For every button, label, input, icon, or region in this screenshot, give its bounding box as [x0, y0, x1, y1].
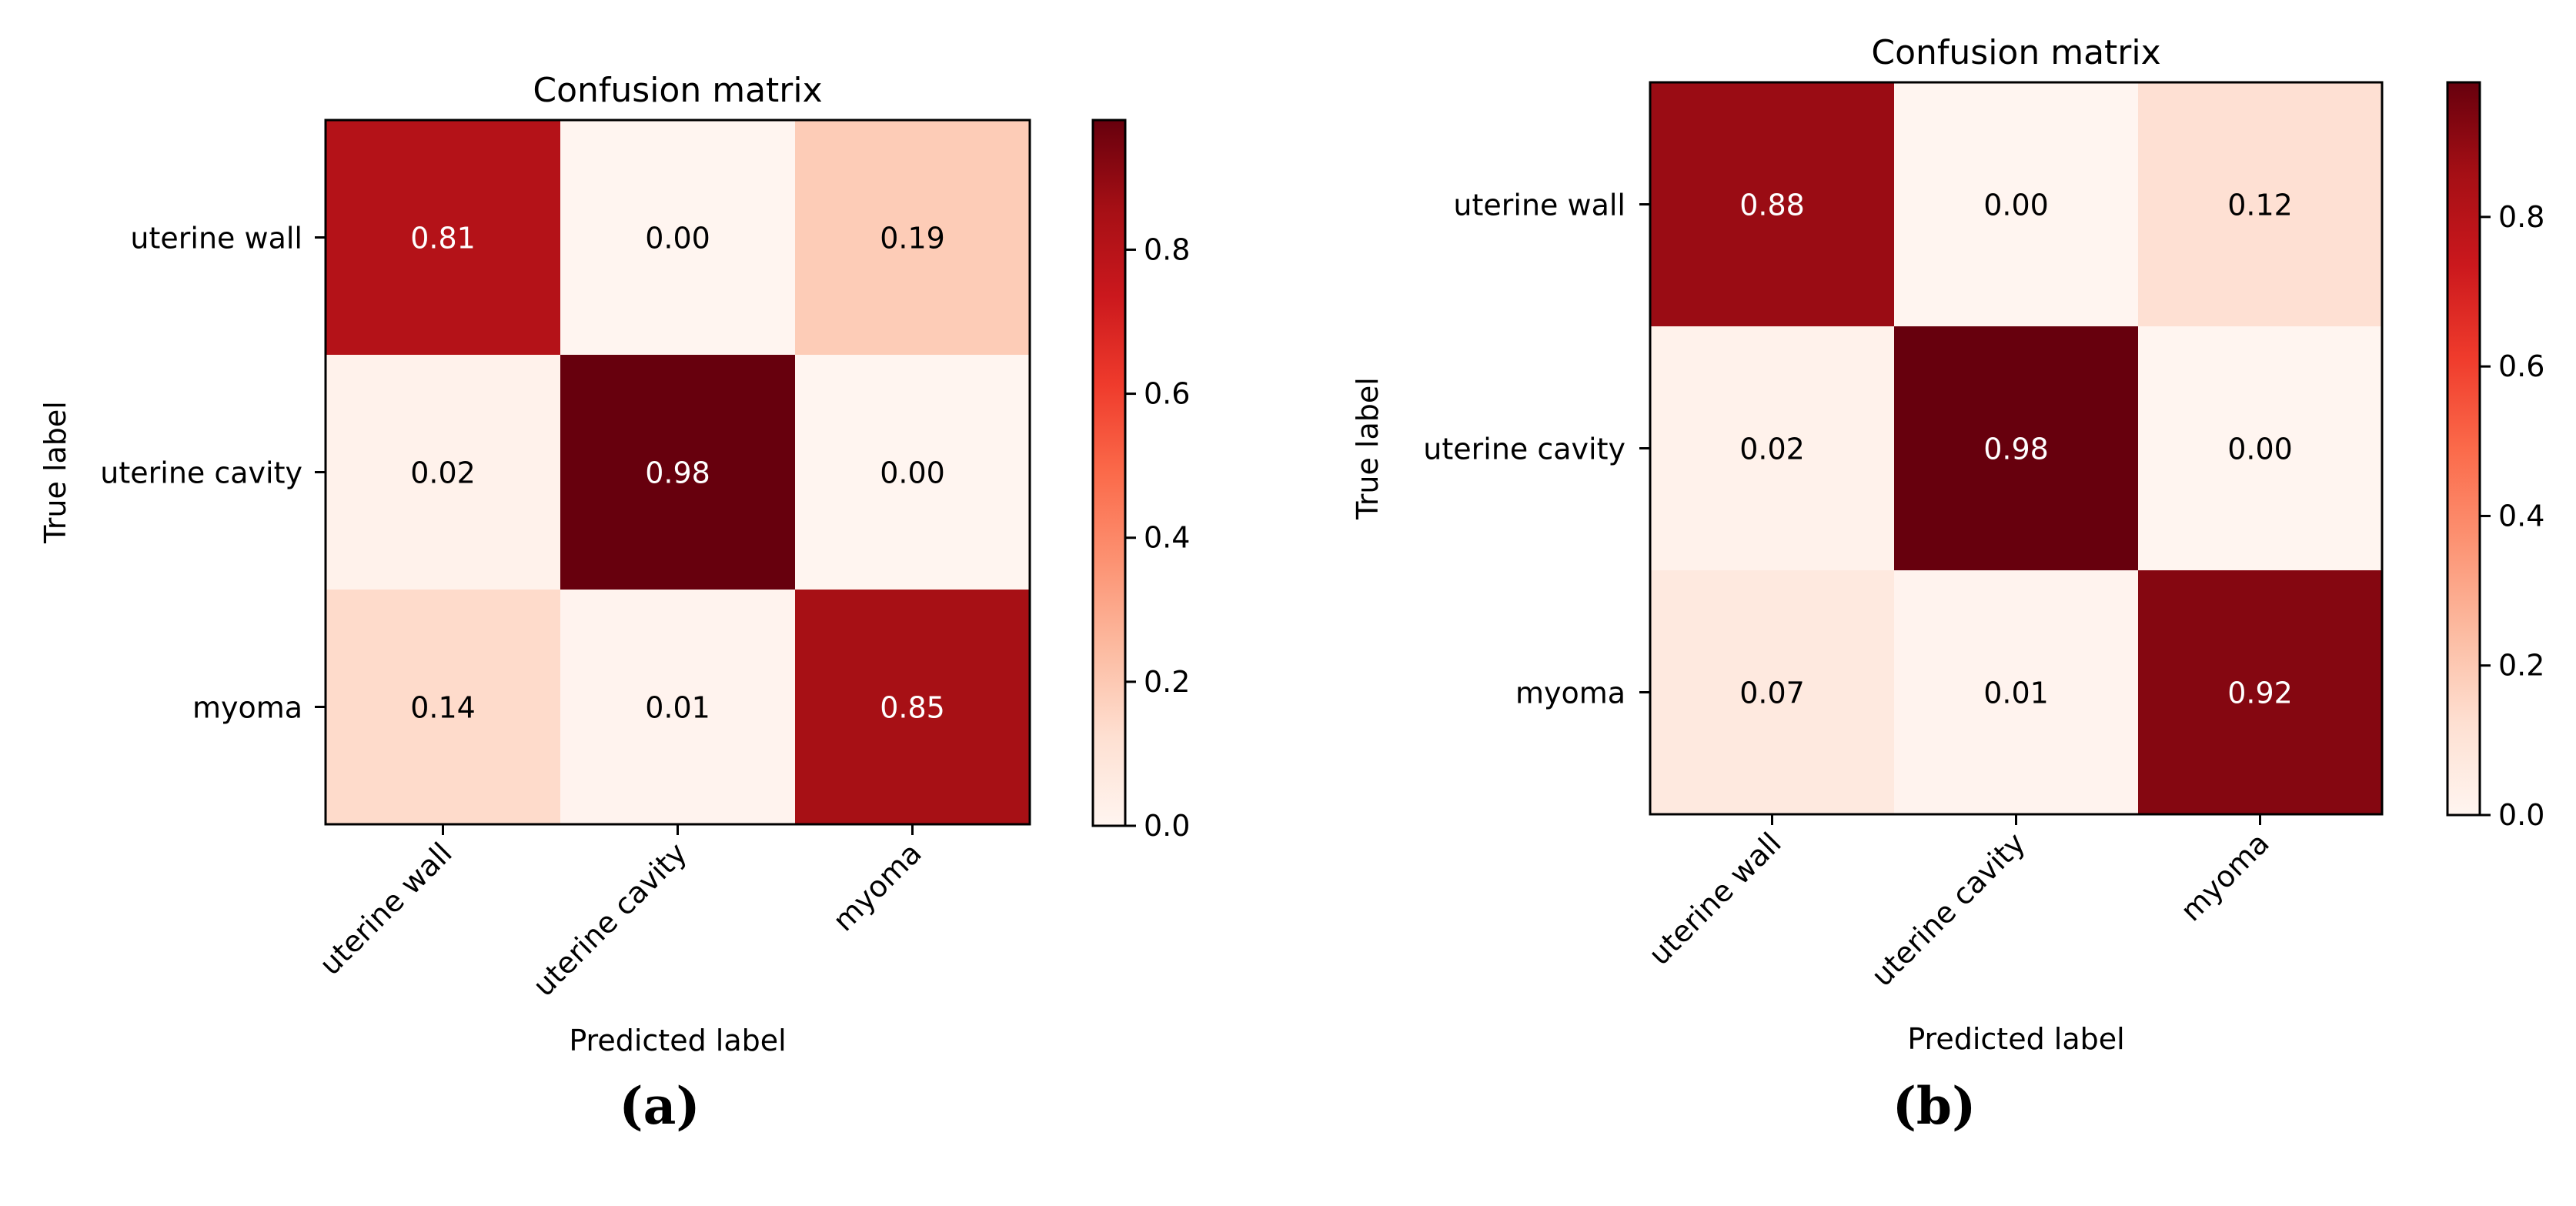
- cell-value-r0-c0: 0.81: [410, 222, 476, 256]
- cell-value-r1-c0: 0.02: [1739, 433, 1805, 466]
- cell-value-r2-c0: 0.07: [1739, 676, 1805, 710]
- cell-value-r1-c2: 0.00: [2227, 433, 2293, 466]
- panel-caption: (a): [619, 1076, 700, 1136]
- colorbar-tick-label: 0.0: [1144, 809, 1190, 843]
- colorbar-tick-label: 0.6: [2498, 349, 2544, 383]
- y-axis-label: True label: [1351, 377, 1385, 520]
- cell-r1-c1: [560, 355, 795, 590]
- x-axis-label: Predicted label: [569, 1024, 786, 1057]
- chart-title: Confusion matrix: [533, 71, 822, 110]
- row-label: myoma: [192, 691, 302, 725]
- cell-r0-c2: [2138, 82, 2382, 326]
- colorbar-frame: [1091, 119, 1127, 827]
- col-label: uterine cavity: [526, 836, 693, 1003]
- cell-value-r1-c0: 0.02: [410, 456, 476, 490]
- row-label: uterine wall: [130, 222, 302, 256]
- row-label: uterine cavity: [1423, 433, 1625, 466]
- cell-r2-c1: [1894, 570, 2138, 814]
- cell-r2-c1: [560, 590, 795, 824]
- cell-r2-c2: [795, 590, 1030, 824]
- cell-value-r0-c2: 0.12: [2227, 189, 2293, 222]
- col-label: uterine wall: [1642, 826, 1788, 971]
- colorbar-tick-label: 0.2: [2498, 649, 2544, 683]
- cell-value-r0-c1: 0.00: [645, 222, 710, 256]
- row-label: uterine wall: [1453, 189, 1625, 222]
- row-label: uterine cavity: [100, 456, 302, 490]
- y-axis-label: True label: [38, 401, 72, 544]
- cell-value-r0-c2: 0.19: [880, 222, 945, 256]
- confusion-matrix-a: 0.81 0.00 0.19 0.02 0.98 0.00 0.14 0.01 0.85 uter…: [38, 71, 1190, 1136]
- cell-value-r2-c1: 0.01: [645, 691, 710, 725]
- colorbar-frame: [2446, 81, 2481, 817]
- colorbar: [1093, 120, 1125, 826]
- cell-r2-c2: [2138, 570, 2382, 814]
- cell-r0-c2: [795, 120, 1030, 355]
- cell-r2-c0: [1650, 570, 1894, 814]
- panel-caption: (b): [1893, 1076, 1976, 1136]
- confusion-matrix-b: 0.88 0.00 0.12 0.02 0.98 0.00 0.07 0.01 0.92 uter…: [1351, 33, 2544, 1136]
- cell-r1-c2: [795, 355, 1030, 590]
- col-label: uterine wall: [313, 836, 459, 981]
- colorbar-tick-label: 0.0: [2498, 798, 2544, 832]
- cell-r0-c1: [560, 120, 795, 355]
- cell-value-r1-c2: 0.00: [880, 456, 945, 490]
- col-label: myoma: [2174, 826, 2276, 927]
- cell-r1-c0: [1650, 326, 1894, 570]
- colorbar-tick-label: 0.6: [1144, 377, 1190, 411]
- cell-r1-c0: [326, 355, 560, 590]
- colorbar-tick-label: 0.8: [2498, 200, 2544, 234]
- row-label: myoma: [1515, 676, 1625, 710]
- cell-value-r2-c0: 0.14: [410, 691, 476, 725]
- cell-r1-c1: [1894, 326, 2138, 570]
- cell-r0-c0: [1650, 82, 1894, 326]
- col-label: myoma: [827, 836, 928, 937]
- cell-value-r2-c2: 0.92: [2227, 676, 2293, 710]
- colorbar-tick-label: 0.8: [1144, 232, 1190, 266]
- cell-r0-c0: [326, 120, 560, 355]
- cell-value-r1-c1: 0.98: [1983, 433, 2049, 466]
- cell-r0-c1: [1894, 82, 2138, 326]
- cell-value-r2-c2: 0.85: [880, 691, 945, 725]
- cell-value-r1-c1: 0.98: [645, 456, 710, 490]
- colorbar-tick-label: 0.2: [1144, 665, 1190, 699]
- cell-value-r2-c1: 0.01: [1983, 676, 2049, 710]
- colorbar: [2447, 82, 2480, 815]
- chart-title: Confusion matrix: [1871, 33, 2160, 72]
- x-axis-label: Predicted label: [1907, 1022, 2124, 1056]
- col-label: uterine cavity: [1865, 826, 2032, 993]
- cell-value-r0-c0: 0.88: [1739, 189, 1805, 222]
- cell-value-r0-c1: 0.00: [1983, 189, 2049, 222]
- cell-r1-c2: [2138, 326, 2382, 570]
- colorbar-tick-label: 0.4: [1144, 521, 1190, 555]
- colorbar-tick-label: 0.4: [2498, 499, 2544, 533]
- cell-r2-c0: [326, 590, 560, 824]
